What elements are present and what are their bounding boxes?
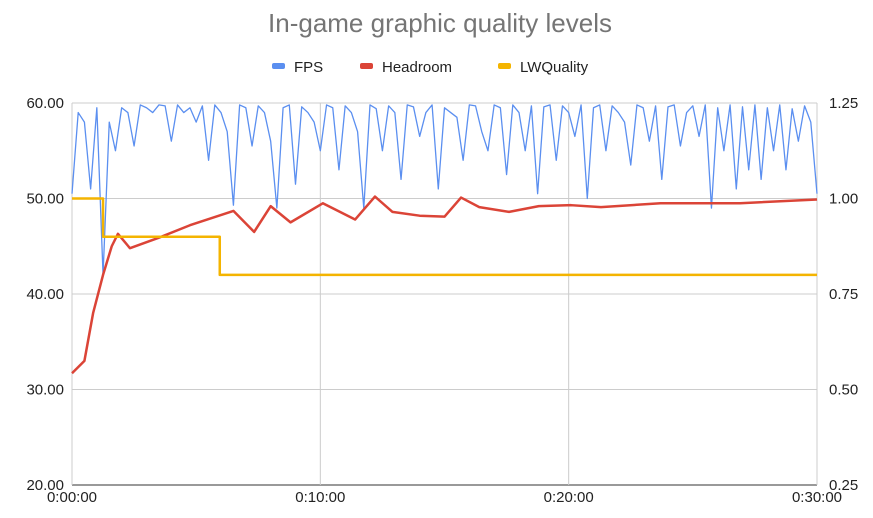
x-tick-label: 0:30:00 — [792, 489, 842, 506]
y-left-tick-label: 30.00 — [26, 382, 64, 399]
y-right-tick-label: 0.75 — [829, 286, 858, 303]
legend-swatch-headroom — [360, 63, 373, 69]
grid — [71, 102, 818, 486]
tick-labels: 20.00 30.00 40.00 50.00 60.00 0.25 0.50 0.75 1.0… — [26, 95, 858, 506]
legend-label-lwquality: LWQuality — [520, 59, 589, 76]
y-right-tick-label: 1.25 — [829, 95, 858, 112]
y-left-tick-label: 40.00 — [26, 286, 64, 303]
legend-swatch-lwquality — [498, 63, 511, 69]
x-tick-label: 0:20:00 — [544, 489, 594, 506]
series-line-headroom — [71, 195, 818, 375]
y-left-tick-label: 50.00 — [26, 191, 64, 208]
legend-label-headroom: Headroom — [382, 59, 452, 76]
series-lines — [71, 104, 818, 375]
legend-label-fps: FPS — [294, 59, 323, 76]
y-right-tick-label: 0.50 — [829, 382, 858, 399]
y-left-tick-label: 60.00 — [26, 95, 64, 112]
series-line-fps — [71, 104, 818, 276]
chart-title: In-game graphic quality levels — [268, 8, 612, 38]
y-right-tick-label: 1.00 — [829, 191, 858, 208]
y-left-tick-label: 20.00 — [26, 477, 64, 494]
x-tick-label: 0:10:00 — [295, 489, 345, 506]
legend-swatch-fps — [272, 63, 285, 69]
series-line-lwquality — [72, 197, 817, 277]
legend: FPS Headroom LWQuality — [272, 59, 589, 76]
y-right-tick-label: 0.25 — [829, 477, 858, 494]
x-tick-label: 0:00:00 — [47, 489, 97, 506]
